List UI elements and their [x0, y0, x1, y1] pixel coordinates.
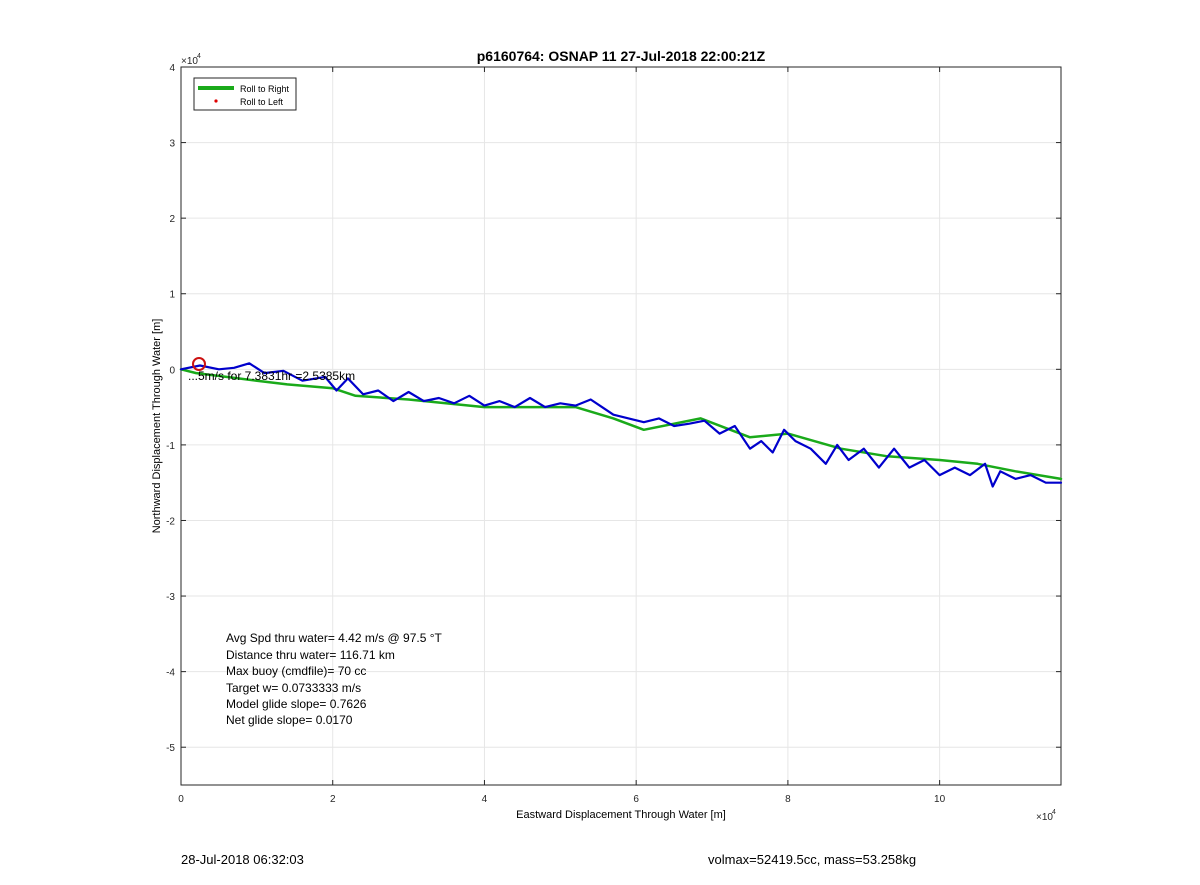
data-series — [179, 362, 1063, 488]
legend-swatch-roll-left — [214, 99, 218, 103]
stat-net-glide: Net glide slope= 0.0170 — [226, 713, 353, 727]
series-line-roll-left — [179, 362, 1063, 488]
stat-avg-speed: Avg Spd thru water= 4.42 m/s @ 97.5 °T — [226, 631, 443, 645]
legend-label-roll-left: Roll to Left — [240, 97, 284, 107]
y-exponent-power: 4 — [197, 53, 201, 60]
y-tick-label: -5 — [166, 743, 175, 754]
x-exponent-label: ×10 4 — [1036, 809, 1056, 823]
y-tick-label: 3 — [169, 139, 175, 150]
current-annotation: ...5m/s for 7.3831hr =2.5385km — [188, 369, 355, 383]
y-tick-label: 1 — [169, 290, 175, 301]
x-tick-label: 4 — [482, 794, 488, 805]
legend-label-roll-right: Roll to Right — [240, 84, 290, 94]
footer-volmax: volmax=52419.5cc, mass=53.258kg — [708, 852, 917, 867]
stat-max-buoy: Max buoy (cmdfile)= 70 cc — [226, 664, 366, 678]
legend-box — [193, 77, 297, 111]
y-tick-label: -3 — [166, 592, 175, 603]
x-exponent-power: 4 — [1052, 809, 1056, 816]
y-tick-label: -1 — [166, 441, 175, 452]
chart-title: p6160764: OSNAP 11 27-Jul-2018 22:00:21Z — [477, 48, 766, 64]
stat-model-glide: Model glide slope= 0.7626 — [226, 697, 367, 711]
y-tick-label: 2 — [169, 214, 175, 225]
y-tick-label: -2 — [166, 516, 175, 527]
x-axis-label: Eastward Displacement Through Water [m] — [516, 809, 726, 821]
x-tick-label: 8 — [785, 794, 791, 805]
x-tick-label: 0 — [178, 794, 184, 805]
grid-lines — [180, 66, 1061, 785]
footer-date: 28-Jul-2018 06:32:03 — [181, 852, 304, 867]
y-exponent-label: ×10 4 — [181, 53, 201, 67]
axis-ticks: 0 2 4 6 8 10 -5 -4 -3 -2 -1 0 1 2 3 4 — [166, 63, 1061, 805]
stat-target-w: Target w= 0.0733333 m/s — [226, 681, 361, 695]
y-tick-label: -4 — [166, 668, 175, 679]
y-tick-label: 0 — [169, 365, 175, 376]
plot-area-frame — [180, 66, 1062, 786]
x-exponent-base: ×10 — [1036, 812, 1053, 823]
current-marker-circle — [192, 357, 206, 371]
y-tick-label: 4 — [169, 63, 175, 74]
y-axis-label: Northward Displacement Through Water [m] — [151, 319, 163, 534]
y-exponent-base: ×10 — [181, 56, 198, 67]
x-tick-label: 6 — [633, 794, 639, 805]
x-tick-label: 10 — [934, 794, 946, 805]
legend: Roll to Right Roll to Left — [193, 77, 297, 111]
series-line-roll-right — [179, 368, 1063, 481]
stats-block: Avg Spd thru water= 4.42 m/s @ 97.5 °T D… — [226, 631, 443, 727]
stat-distance: Distance thru water= 116.71 km — [226, 648, 395, 662]
x-tick-label: 2 — [330, 794, 336, 805]
